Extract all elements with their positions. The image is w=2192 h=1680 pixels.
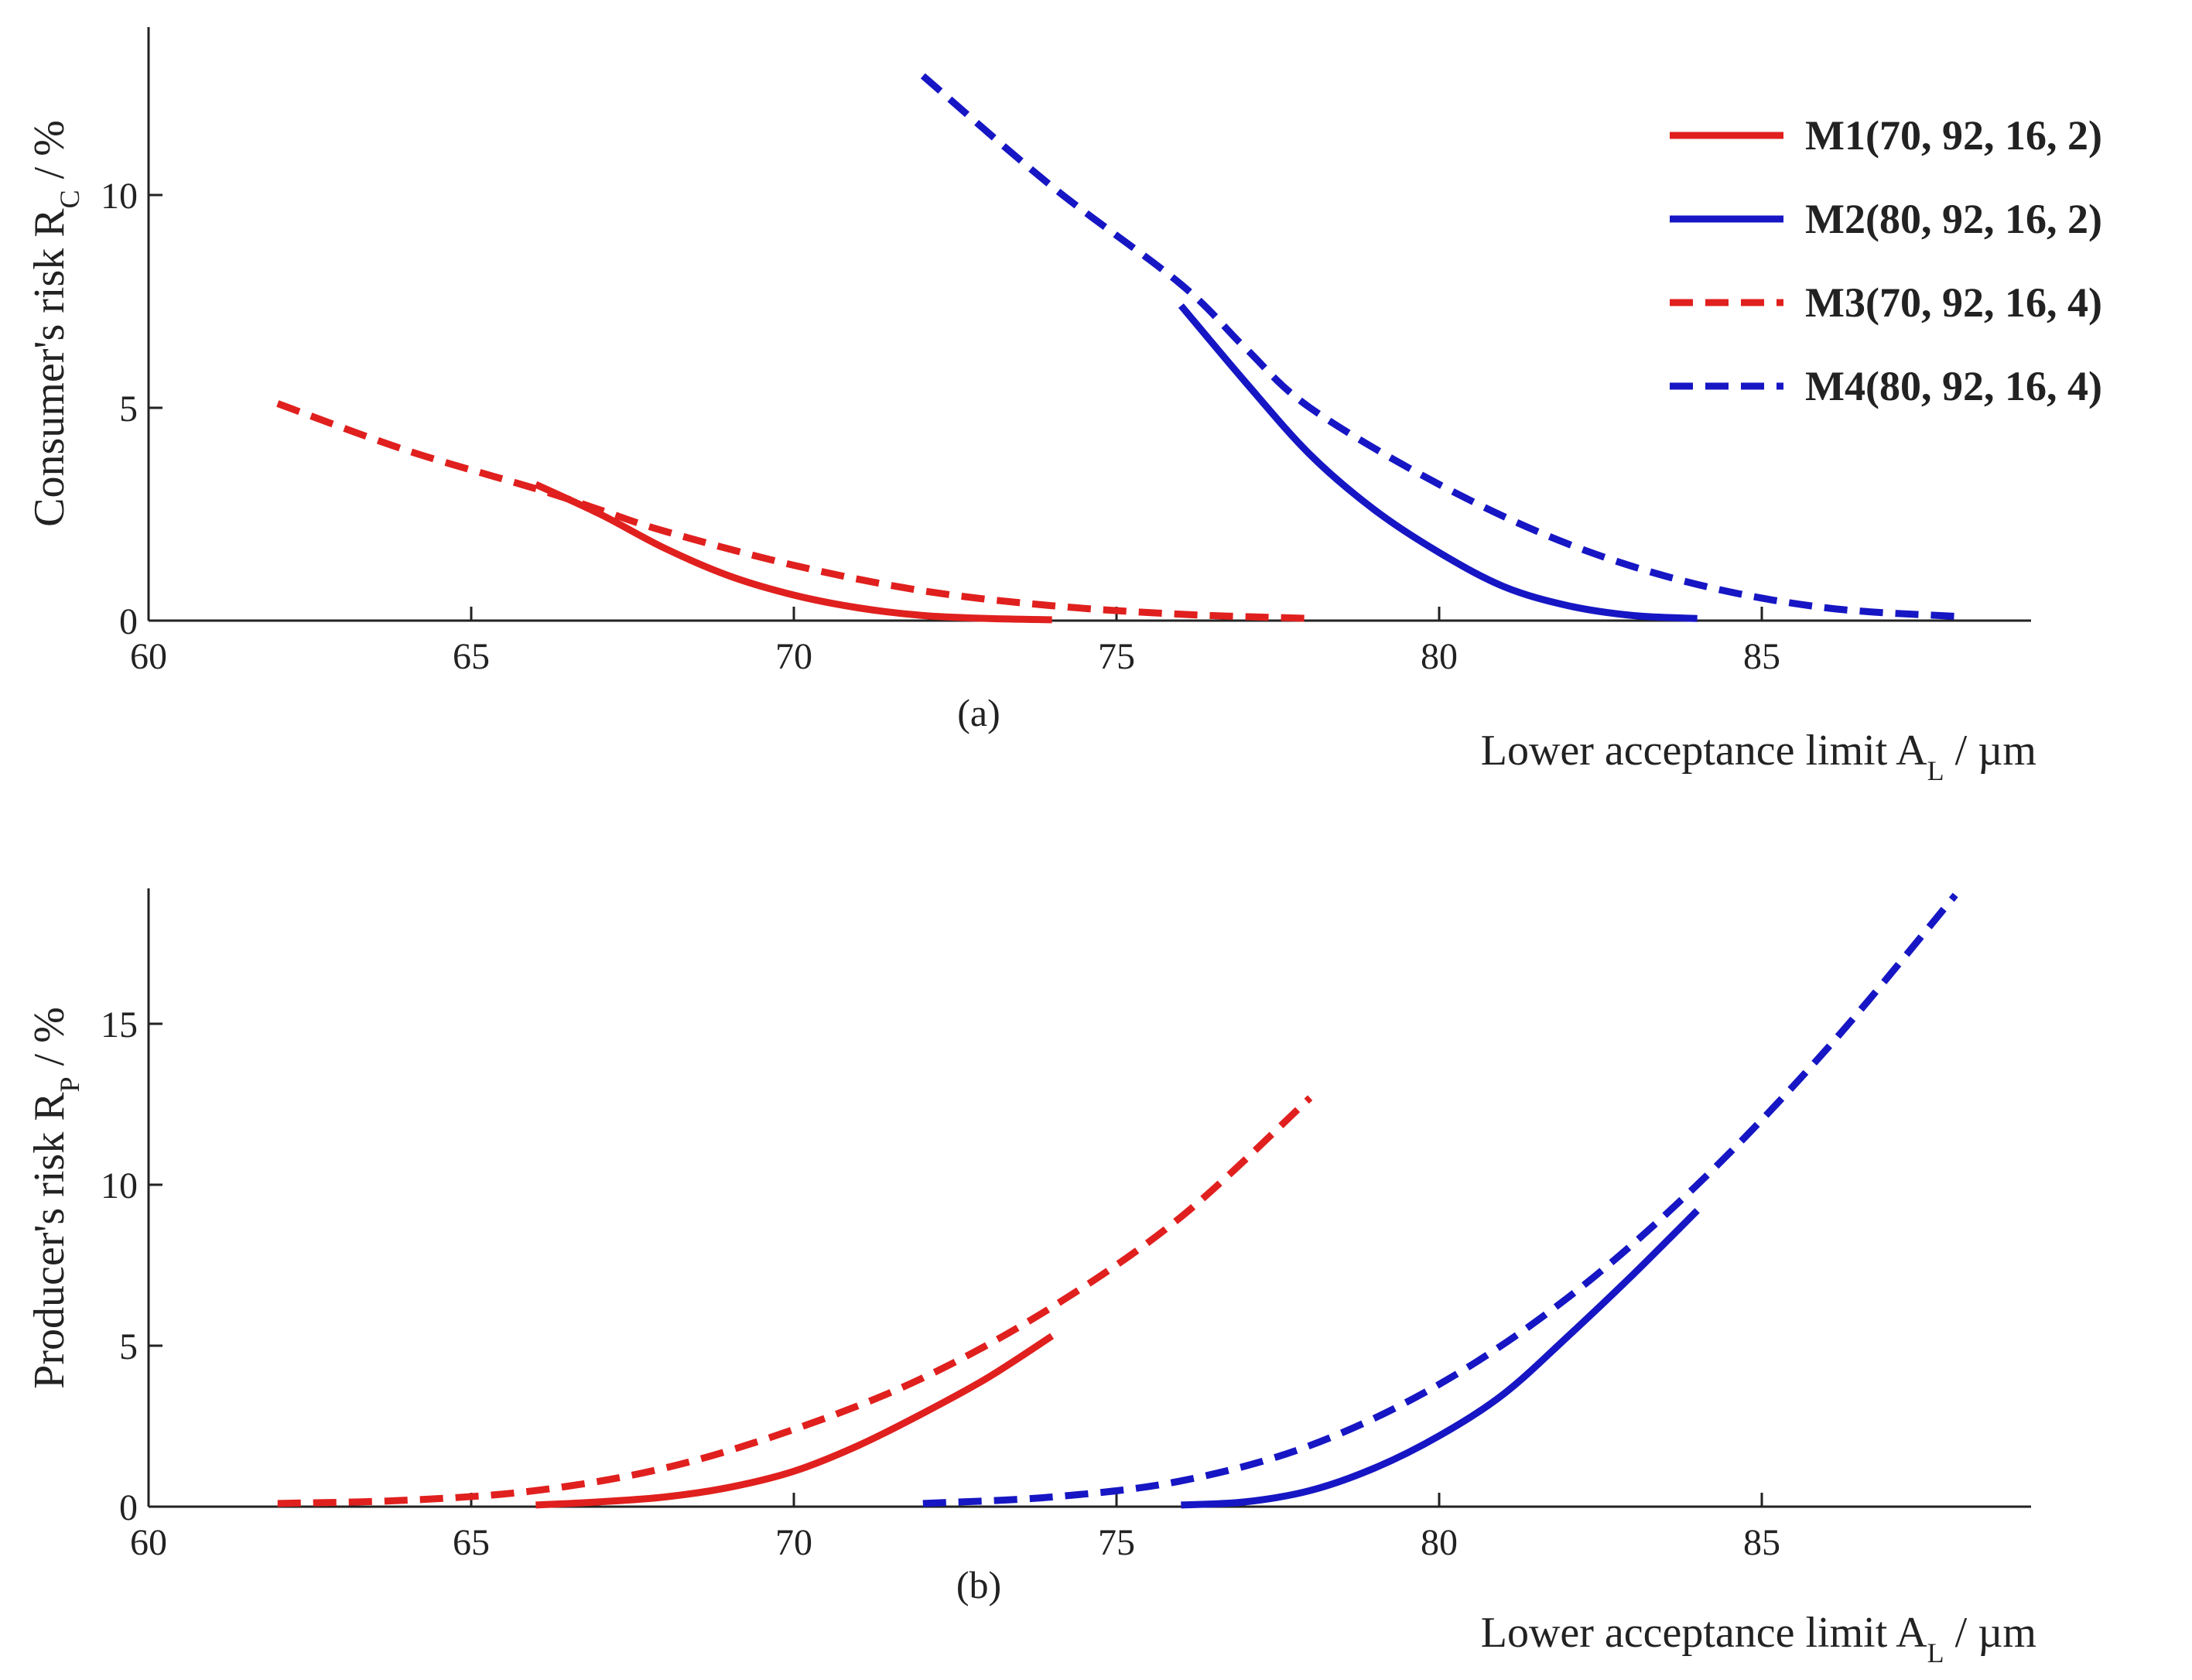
x-tick-label-85: 85 xyxy=(1743,636,1780,677)
x-tick-label-85: 85 xyxy=(1743,1522,1780,1563)
legend-label-m4: M4(80, 92, 16, 4) xyxy=(1805,363,2102,409)
y-tick-label-0: 0 xyxy=(119,601,138,642)
y-tick-label-10: 10 xyxy=(101,176,138,217)
legend-label-m3: M3(70, 92, 16, 4) xyxy=(1805,279,2102,326)
x-tick-label-65: 65 xyxy=(453,1522,490,1563)
panel-a-x-axis-title: Lower acceptance limit AL / µm xyxy=(1481,727,2036,786)
series-line-m2 xyxy=(1181,1208,1700,1509)
legend-item-m4: M4(80, 92, 16, 4) xyxy=(1670,363,2102,409)
panel-a-label: (a) xyxy=(957,691,1000,734)
panel-a-x-ticks: 60 65 70 75 80 85 xyxy=(130,607,1780,677)
y-tick-label-5: 5 xyxy=(119,1326,138,1367)
x-tick-label-65: 65 xyxy=(453,636,490,677)
x-tick-label-80: 80 xyxy=(1421,1522,1458,1563)
panel-b-y-ticks: 0 5 10 15 xyxy=(101,1004,162,1528)
panel-a-consumer-risk: 60 65 70 75 80 85 0 5 10 (a) Lower acceptance l… xyxy=(26,27,2102,786)
y-tick-label-10: 10 xyxy=(101,1165,138,1206)
panel-b-y-axis-title: Producer's risk RP / % xyxy=(26,1007,85,1389)
panel-a-y-ticks: 0 5 10 xyxy=(101,176,162,642)
panel-a-y-axis-title: Consumer's risk RC / % xyxy=(26,120,85,527)
series-line-m2 xyxy=(1178,303,1698,622)
x-tick-label-80: 80 xyxy=(1421,636,1458,677)
legend-label-m1: M1(70, 92, 16, 2) xyxy=(1805,112,2102,159)
panel-b-x-ticks: 60 65 70 75 80 85 xyxy=(130,1493,1780,1563)
x-tick-label-75: 75 xyxy=(1098,1522,1135,1563)
y-tick-label-15: 15 xyxy=(101,1004,138,1045)
legend-label-m2: M2(80, 92, 16, 2) xyxy=(1805,196,2102,242)
legend-item-m3: M3(70, 92, 16, 4) xyxy=(1670,279,2102,326)
legend-item-m2: M2(80, 92, 16, 2) xyxy=(1670,196,2102,242)
panel-b-label: (b) xyxy=(956,1563,1001,1606)
panel-b-series xyxy=(277,892,1958,1509)
panel-b-x-axis-title: Lower acceptance limit AL / µm xyxy=(1481,1609,2036,1668)
series-line-m1 xyxy=(534,481,1052,624)
x-tick-label-70: 70 xyxy=(775,1522,812,1563)
series-line-m1 xyxy=(535,1333,1055,1509)
legend: M1(70, 92, 16, 2) M2(80, 92, 16, 2) M3(7… xyxy=(1670,112,2102,409)
panel-a-series xyxy=(276,73,1956,624)
y-tick-label-0: 0 xyxy=(119,1487,138,1528)
x-tick-label-70: 70 xyxy=(775,636,812,677)
series-line-m4 xyxy=(920,73,1956,620)
legend-item-m1: M1(70, 92, 16, 2) xyxy=(1670,112,2102,159)
y-tick-label-5: 5 xyxy=(119,388,138,429)
series-line-m3 xyxy=(276,400,1311,622)
panel-b-producer-risk: 60 65 70 75 80 85 0 5 10 15 (b) Lower acceptance… xyxy=(26,888,2036,1668)
series-line-m4 xyxy=(922,892,1958,1507)
x-tick-label-60: 60 xyxy=(130,636,167,677)
series-line-m3 xyxy=(277,1095,1313,1507)
x-tick-label-75: 75 xyxy=(1098,636,1135,677)
x-tick-label-60: 60 xyxy=(130,1522,167,1563)
